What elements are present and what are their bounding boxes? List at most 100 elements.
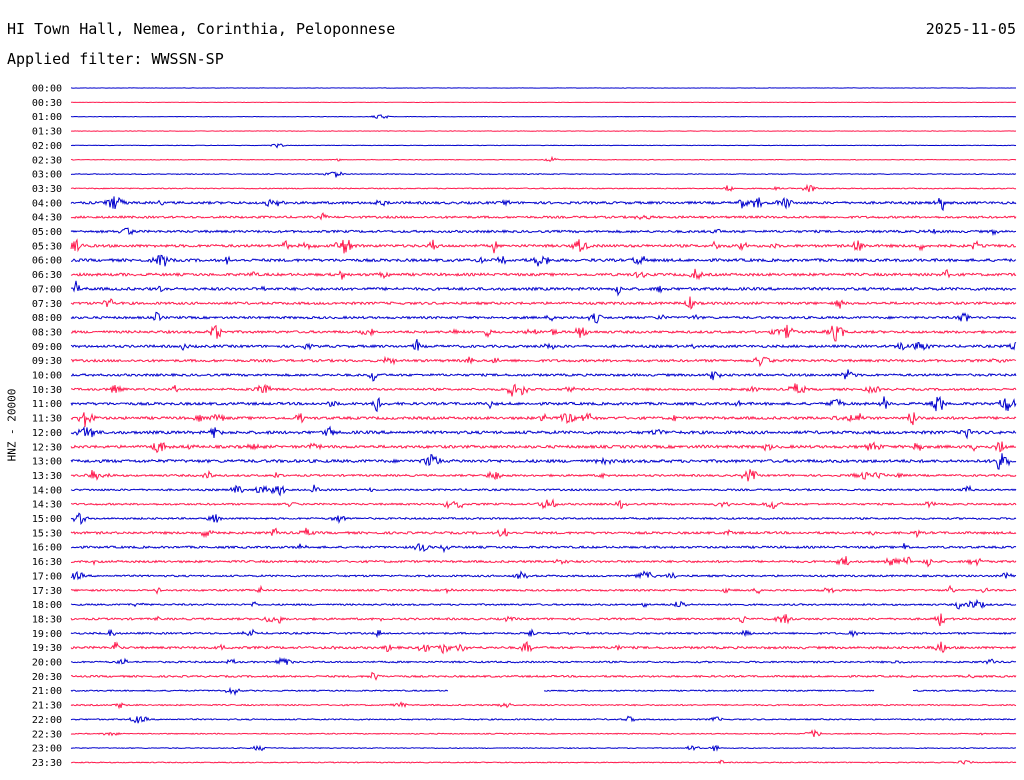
seismogram-trace: [70, 143, 1017, 149]
row-time-label: 06:00: [32, 256, 62, 267]
seismogram-trace: [70, 512, 1017, 525]
row-time-label: 19:00: [32, 629, 62, 640]
seismogram-trace: [70, 324, 1017, 342]
row-time-label: 12:00: [32, 428, 62, 439]
filter-label: Applied filter: WWSSN-SP: [7, 50, 224, 68]
row-time-label: 09:00: [32, 342, 62, 353]
row-time-label: 08:30: [32, 327, 62, 338]
seismogram-trace: [70, 527, 1017, 539]
seismogram-trace: [70, 183, 1017, 193]
seismogram-trace: [70, 498, 1017, 510]
seismogram-trace: [70, 656, 1017, 665]
seismogram-trace: [70, 701, 1017, 710]
seismogram-trace: [70, 268, 1017, 281]
seismogram-trace: [70, 196, 1017, 212]
seismogram-trace: [70, 280, 1017, 297]
seismogram-trace: [70, 728, 1017, 738]
seismogram-trace: [70, 355, 1017, 368]
row-time-label: 08:00: [32, 313, 62, 324]
row-time-label: 22:30: [32, 729, 62, 740]
seismogram-trace: [70, 453, 1017, 470]
row-time-label: 13:00: [32, 457, 62, 468]
row-time-label: 10:30: [32, 385, 62, 396]
row-time-label: 00:00: [32, 84, 62, 95]
row-time-label: 14:30: [32, 500, 62, 511]
seismogram-trace: [70, 441, 1017, 454]
row-time-label: 12:30: [32, 442, 62, 453]
row-time-label: 17:00: [32, 571, 62, 582]
seismogram-trace: [70, 412, 1017, 427]
row-time-label: 07:00: [32, 284, 62, 295]
seismogram-trace: [70, 598, 1017, 610]
row-time-label: 16:30: [32, 557, 62, 568]
seismogram-trace: [70, 383, 1017, 397]
row-time-label: 21:00: [32, 686, 62, 697]
row-time-label: 05:00: [32, 227, 62, 238]
row-time-label: 23:00: [32, 744, 62, 755]
row-time-label: 23:30: [32, 758, 62, 769]
seismogram-trace: [70, 238, 1017, 254]
row-time-label: 17:30: [32, 586, 62, 597]
row-time-label: 09:30: [32, 356, 62, 367]
row-time-label: 13:30: [32, 471, 62, 482]
seismogram-trace: [70, 543, 1017, 554]
seismogram-trace: [70, 759, 1017, 765]
row-time-label: 15:00: [32, 514, 62, 525]
seismogram-trace: [70, 613, 1017, 627]
traces-group: [70, 87, 1017, 765]
seismogram-trace: [70, 369, 1017, 382]
row-time-label: 20:00: [32, 658, 62, 669]
seismogram-trace: [70, 686, 1017, 696]
row-time-label: 03:00: [32, 170, 62, 181]
row-time-label: 05:30: [32, 241, 62, 252]
seismogram-trace: [70, 212, 1017, 221]
seismogram-trace: [70, 311, 1017, 324]
seismogram-trace: [70, 296, 1017, 310]
row-time-label: 06:30: [32, 270, 62, 281]
seismogram-trace: [71, 130, 1017, 132]
seismogram-trace: [70, 469, 1017, 482]
seismogram-trace: [70, 715, 1017, 724]
seismogram-trace: [70, 484, 1017, 497]
row-time-label: 22:00: [32, 715, 62, 726]
tick-labels-group: 00:00 00:30 01:00 01:30 02:00 02:30 03:00 03:30…: [32, 84, 62, 769]
row-time-label: 20:30: [32, 672, 62, 683]
row-time-label: 11:00: [32, 399, 62, 410]
row-time-label: 10:00: [32, 371, 62, 382]
seismogram-trace: [70, 671, 1017, 681]
row-time-label: 00:30: [32, 98, 62, 109]
seismogram-trace: [70, 155, 1017, 162]
seismogram-trace: [70, 114, 1016, 119]
row-time-label: 15:30: [32, 528, 62, 539]
row-time-label: 21:30: [32, 701, 62, 712]
seismogram-trace: [70, 227, 1017, 237]
row-time-label: 02:30: [32, 155, 62, 166]
station-title: HI Town Hall, Nemea, Corinthia, Peloponn…: [7, 20, 396, 38]
row-time-label: 02:00: [32, 141, 62, 152]
seismogram-trace: [70, 628, 1017, 639]
seismogram-trace: [70, 339, 1017, 352]
row-time-label: 04:00: [32, 198, 62, 209]
seismogram-trace: [70, 744, 1016, 752]
seismogram-trace: [70, 395, 1017, 413]
date-label: 2025-11-05: [925, 20, 1016, 38]
row-time-label: 11:30: [32, 414, 62, 425]
row-time-label: 14:00: [32, 485, 62, 496]
seismogram-trace: [70, 425, 1017, 440]
seismogram-trace: [70, 171, 1017, 178]
row-time-label: 18:00: [32, 600, 62, 611]
row-time-label: 19:30: [32, 643, 62, 654]
row-time-label: 04:30: [32, 213, 62, 224]
row-time-label: 16:00: [32, 543, 62, 554]
row-time-label: 18:30: [32, 614, 62, 625]
row-time-label: 03:30: [32, 184, 62, 195]
row-time-label: 01:30: [32, 127, 62, 138]
seismogram-trace: [70, 570, 1017, 581]
seismogram-trace: [70, 556, 1017, 568]
row-time-label: 07:30: [32, 299, 62, 310]
seismogram-trace: [70, 584, 1017, 595]
row-time-label: 01:00: [32, 112, 62, 123]
seismogram-trace: [71, 254, 1017, 267]
seismogram-trace: [70, 641, 1017, 655]
